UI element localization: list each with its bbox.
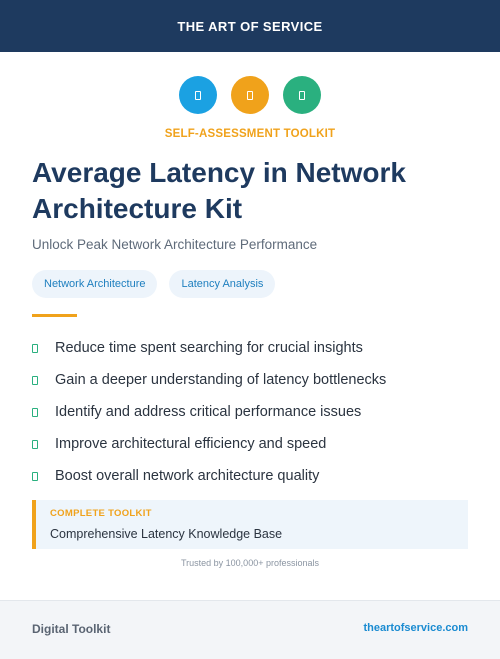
list-item: Gain a deeper understanding of latency b… [32,364,386,396]
benefit-text: Identify and address critical performanc… [55,404,362,420]
accent-divider [32,314,77,317]
footer-label: Digital Toolkit [32,622,111,636]
check-icon [32,343,38,353]
check-icon [32,439,38,449]
benefit-text: Reduce time spent searching for crucial … [55,340,363,356]
icon-row [0,76,500,114]
benefit-text: Boost overall network architecture quali… [55,468,320,484]
benefit-text: Improve architectural efficiency and spe… [55,436,327,452]
document-icon [179,76,217,114]
toolkit-label: COMPLETE TOOLKIT [50,508,152,519]
website-link[interactable]: theartofservice.com [363,622,468,634]
tag-network-architecture[interactable]: Network Architecture [32,270,158,298]
footer: Digital Toolkit theartofservice.com [0,600,500,659]
benefit-list: Reduce time spent searching for crucial … [32,332,386,492]
tag-list: Network Architecture Latency Analysis [32,270,276,298]
brand-name: THE ART OF SERVICE [177,18,323,34]
subtitle: Unlock Peak Network Architecture Perform… [32,237,318,252]
toolkit-callout: COMPLETE TOOLKIT Comprehensive Latency K… [32,500,468,549]
document-icon [283,76,321,114]
header-bar: THE ART OF SERVICE [0,0,500,52]
check-icon [32,407,38,417]
page-title: Average Latency in Network Architecture … [32,157,406,224]
kicker-label: SELF-ASSESSMENT TOOLKIT [164,128,336,140]
list-item: Identify and address critical performanc… [32,396,386,428]
toolkit-value: Comprehensive Latency Knowledge Base [50,527,283,541]
tag-latency-analysis[interactable]: Latency Analysis [169,270,276,298]
check-icon [32,375,38,385]
document-icon [231,76,269,114]
list-item: Improve architectural efficiency and spe… [32,428,386,460]
benefit-text: Gain a deeper understanding of latency b… [55,372,387,388]
check-icon [32,471,38,481]
list-item: Boost overall network architecture quali… [32,460,386,492]
trust-note: Trusted by 100,000+ professionals [180,558,319,568]
list-item: Reduce time spent searching for crucial … [32,332,386,364]
